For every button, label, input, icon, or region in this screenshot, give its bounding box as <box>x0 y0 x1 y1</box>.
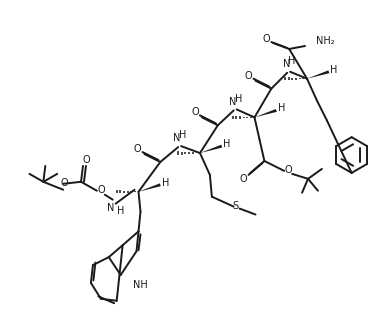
Text: N: N <box>283 59 290 69</box>
Text: N: N <box>107 203 114 212</box>
Text: O: O <box>82 155 90 165</box>
Text: O: O <box>245 71 252 81</box>
Polygon shape <box>254 109 277 117</box>
Text: S: S <box>232 201 239 211</box>
Text: H: H <box>180 130 187 140</box>
Text: O: O <box>263 34 270 44</box>
Text: H: H <box>162 178 169 188</box>
Text: NH: NH <box>132 280 147 290</box>
Text: O: O <box>134 144 142 154</box>
Text: O: O <box>97 185 105 195</box>
Text: NH₂: NH₂ <box>316 36 334 46</box>
Text: H: H <box>289 56 296 66</box>
Text: N: N <box>229 97 236 107</box>
Polygon shape <box>200 145 222 153</box>
Text: N: N <box>174 133 181 143</box>
Polygon shape <box>307 70 329 79</box>
Text: O: O <box>240 174 247 184</box>
Text: O: O <box>60 178 68 188</box>
Text: H: H <box>278 103 285 114</box>
Text: H: H <box>223 139 230 149</box>
Polygon shape <box>138 183 161 192</box>
Text: H: H <box>117 205 124 216</box>
Text: O: O <box>284 165 292 175</box>
Text: H: H <box>330 65 338 75</box>
Text: H: H <box>235 93 242 104</box>
Text: O: O <box>191 108 199 117</box>
